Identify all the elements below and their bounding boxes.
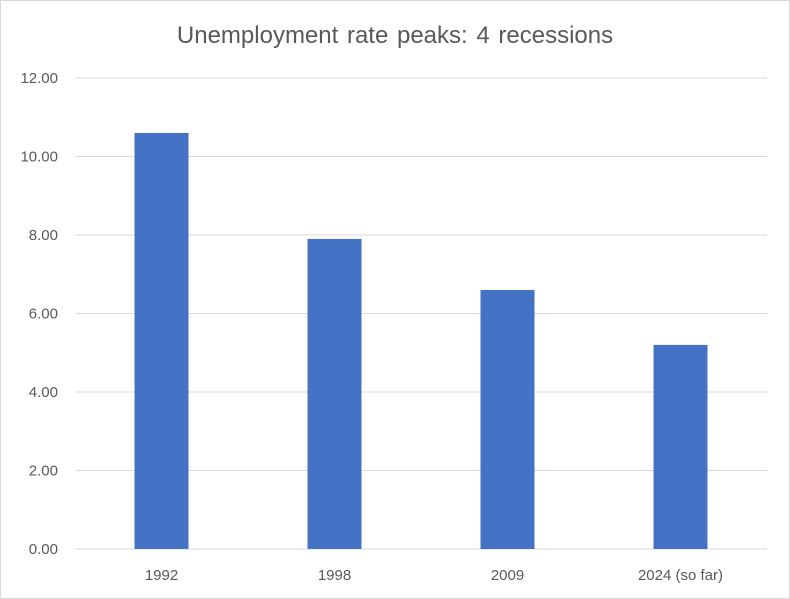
y-tick-label: 6.00 (29, 306, 58, 323)
y-tick-label: 10.00 (20, 149, 58, 166)
y-tick-label: 8.00 (29, 227, 58, 244)
y-tick-label: 4.00 (29, 384, 58, 401)
y-tick-label: 12.00 (20, 70, 58, 87)
y-tick-label: 0.00 (29, 541, 58, 558)
x-tick-label: 1998 (318, 567, 351, 584)
bar (480, 289, 535, 549)
x-tick-label: 2024 (so far) (638, 567, 723, 584)
bar (134, 132, 189, 549)
chart-title: Unemployment rate peaks: 4 recessions (176, 22, 614, 49)
x-tick-label: 1992 (145, 567, 178, 584)
bar (307, 238, 362, 550)
y-tick-label: 2.00 (29, 463, 58, 480)
x-tick-label: 2009 (491, 567, 524, 584)
bar (653, 344, 708, 549)
